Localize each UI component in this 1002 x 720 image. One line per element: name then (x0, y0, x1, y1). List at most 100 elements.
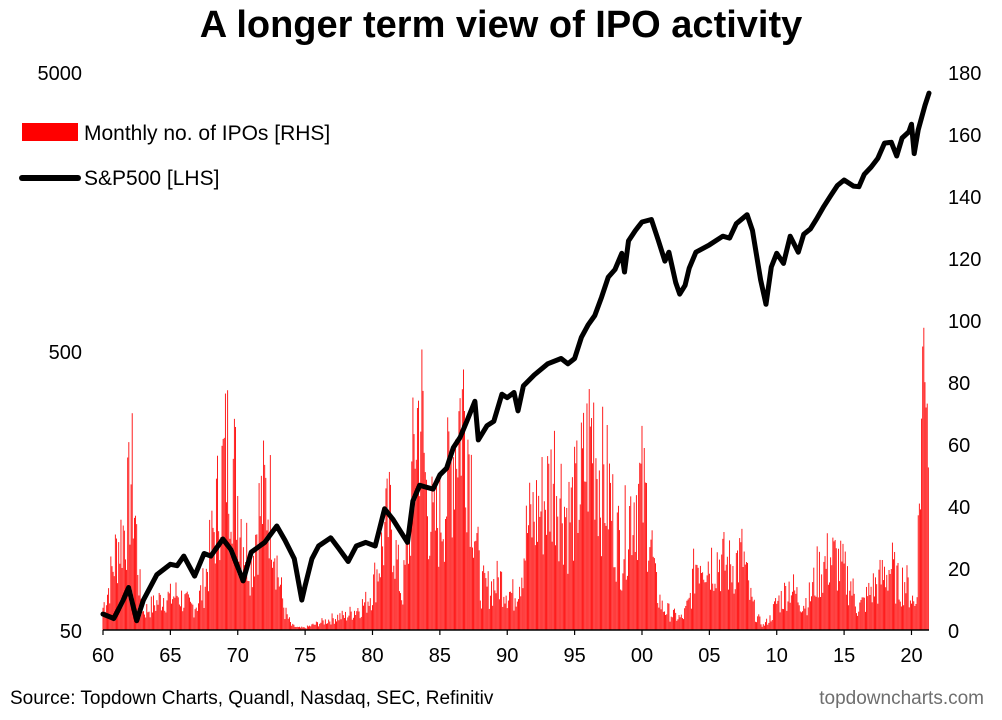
ipo-bar (388, 471, 390, 630)
ipo-bar (522, 588, 524, 630)
ipo-bar (174, 597, 176, 630)
ipo-bar (926, 403, 928, 630)
chart-title: A longer term view of IPO activity (199, 4, 803, 46)
ipo-bar (339, 613, 341, 630)
ipo-bar (506, 608, 508, 630)
ipo-bar (619, 530, 620, 630)
ipo-bar (690, 608, 692, 630)
ipo-bar (306, 625, 308, 630)
ipo-bar (849, 590, 851, 630)
ipo-bar (357, 608, 359, 630)
ipo-bar (620, 589, 622, 630)
ipo-bar (786, 610, 788, 630)
ipo-bar (241, 572, 243, 630)
ipo-bar (516, 601, 518, 630)
ipo-bar (536, 480, 537, 630)
ipo-bar (496, 560, 498, 630)
ipo-bar (587, 511, 589, 630)
ipo-bar (803, 605, 805, 630)
ipo-bar (571, 477, 573, 630)
ipo-bar (470, 454, 472, 630)
ipo-bar (711, 547, 713, 630)
ipo-bar (391, 529, 393, 630)
ipo-bar (132, 538, 134, 630)
ipo-bar (693, 548, 695, 630)
ipo-bar (277, 577, 279, 630)
ipo-bar (637, 560, 638, 630)
right-tick-label: 160 (948, 125, 981, 147)
ipo-bar (879, 559, 881, 630)
ipo-bar (912, 595, 914, 630)
ipo-bar (504, 603, 506, 630)
ipo-bar (575, 463, 577, 630)
ipo-bar (569, 522, 571, 630)
ipo-bar (660, 609, 662, 630)
ipo-bar (347, 617, 349, 630)
ipo-bar (813, 567, 815, 630)
ipo-bar (297, 627, 299, 630)
ipo-bar (743, 551, 745, 630)
ipo-bar (266, 530, 268, 630)
ipo-bar (384, 521, 386, 630)
ipo-bar (850, 581, 852, 630)
ipo-bar (667, 603, 669, 630)
ipo-bar (900, 606, 902, 630)
ipo-bar (894, 551, 896, 630)
ipo-bar (477, 526, 479, 630)
ipo-bar (546, 534, 547, 630)
ipo-bar (276, 555, 278, 630)
ipo-bar (148, 611, 150, 630)
ipo-bar (482, 571, 483, 630)
ipo-bar (629, 506, 631, 630)
ipo-bar (610, 482, 611, 630)
ipo-bar (638, 483, 640, 630)
ipo-bar (328, 619, 330, 630)
ipo-bar (552, 483, 554, 630)
ipo-bar (811, 596, 812, 630)
ipo-bar (500, 571, 501, 630)
ipo-bar (457, 477, 459, 630)
ipo-bar (713, 590, 715, 630)
ipo-bar (320, 622, 322, 630)
ipo-bar (861, 597, 863, 630)
ipo-bar (580, 422, 582, 630)
ipo-bar (236, 539, 238, 630)
ipo-bar (512, 579, 514, 630)
ipo-bar (446, 516, 448, 630)
ipo-bar (772, 604, 774, 630)
ipo-bar (774, 601, 775, 630)
ipo-bar (591, 418, 592, 630)
ipo-bar (763, 625, 765, 630)
ipo-bar (245, 562, 247, 630)
ipo-bar (285, 607, 287, 630)
ipo-bar (484, 572, 486, 630)
ipo-bar (664, 611, 665, 630)
ipo-bar (787, 601, 789, 630)
ipo-bar (922, 346, 924, 630)
ipo-bar (137, 574, 139, 630)
ipo-bar (701, 573, 702, 630)
ipo-bar (498, 599, 500, 630)
ipo-bar (681, 618, 683, 630)
ipo-bar (290, 622, 291, 630)
ipo-bar (337, 614, 339, 630)
ipo-bar (450, 458, 452, 630)
ipo-bar (532, 492, 534, 630)
ipo-bar (227, 390, 229, 630)
ipo-bar (722, 538, 724, 630)
ipo-bar (189, 597, 190, 630)
ipo-bar (705, 582, 707, 630)
ipo-bar (440, 532, 442, 630)
ipo-bar (489, 595, 491, 630)
ipo-bar (238, 561, 240, 630)
x-tick-label: 90 (496, 645, 518, 667)
ipo-bar (211, 510, 213, 630)
legend-label-sp500: S&P500 [LHS] (84, 167, 219, 190)
ipo-bar (510, 591, 512, 630)
ipo-bar (779, 612, 781, 630)
ipo-bar (726, 556, 728, 630)
ipo-bar (282, 598, 284, 630)
ipo-bar (570, 487, 572, 630)
ipo-bar (175, 582, 177, 630)
ipo-bar (684, 608, 686, 630)
